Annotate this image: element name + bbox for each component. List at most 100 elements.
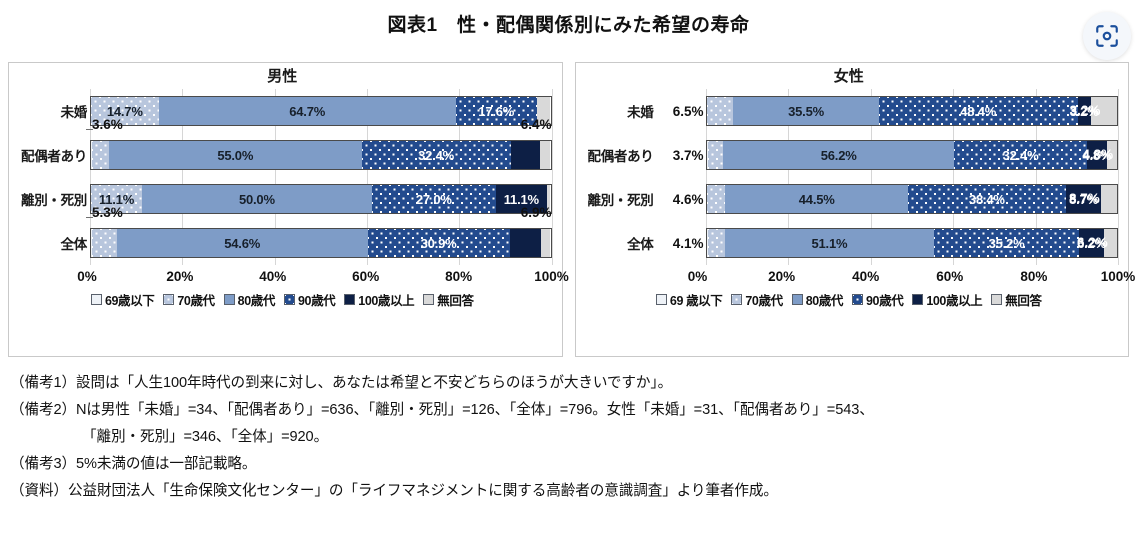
bar-segment[interactable]: 32.4% [954, 141, 1088, 169]
legend-item[interactable]: 80歳代 [223, 290, 275, 309]
axis-tick-label: 40% [852, 269, 880, 284]
legend-item[interactable]: 100歳以上 [912, 290, 983, 309]
legend-male: 69歳以下 70歳代 80歳代 90歳代 100歳以上 無回答 [13, 290, 552, 309]
bar-track: 55.0% 32.4% 3.6% 6.4% [86, 117, 553, 177]
segment-value-label: 6.2% [1077, 235, 1108, 250]
bar-segment[interactable] [1101, 185, 1117, 213]
legend-item[interactable]: 69 歳以下 [655, 290, 723, 309]
leader-line [86, 217, 93, 218]
chart-title-male: 男性 [267, 68, 298, 85]
bar-track: 8.7% 44.5% 38.4% 8.7% [705, 177, 1119, 221]
legend-swatch [90, 294, 102, 305]
bar-segment[interactable]: 6.2% [1077, 229, 1106, 257]
bar-segment[interactable]: 51.1% [724, 229, 935, 257]
bar-segment[interactable]: 11.1% [495, 185, 547, 213]
stacked-bar[interactable]: 54.6% 30.9% [90, 228, 552, 258]
charts-container: 男性 未婚 14.7% 64.7% 17.6% 配偶者あり 55.0% 32.4% 3.6% 6… [8, 62, 1135, 357]
bar-segment[interactable]: 56.2% [723, 141, 955, 169]
segment-outside-label: 4.1% [672, 235, 704, 251]
bar-segment[interactable]: 17.6% [455, 97, 537, 125]
legend-item[interactable]: 90歳代 [852, 290, 904, 309]
stacked-bar[interactable]: 35.5% 48.4% 3.2% [705, 96, 1118, 126]
legend-swatch [423, 294, 435, 305]
stacked-bar[interactable]: 14.7% 64.7% 17.6% [90, 96, 552, 126]
bar-segment[interactable] [1106, 141, 1117, 169]
bar-row: 未婚 6.5% 3.2% 35.5% 48.4% 3.2% [580, 89, 1119, 133]
legend-item[interactable]: 70歳代 [731, 290, 783, 309]
bar-segment[interactable] [509, 229, 542, 257]
legend-item[interactable]: 69歳以下 [90, 290, 155, 309]
chart-panel-male: 男性 未婚 14.7% 64.7% 17.6% 配偶者あり 55.0% 32.4% 3.6% 6… [8, 62, 569, 357]
bar-segment[interactable] [91, 141, 93, 169]
note-line: 「離別・死別」=346、「全体」=920。 [82, 429, 329, 445]
legend-label: 90歳代 [866, 294, 904, 308]
segment-value-label: 27.0% [415, 191, 452, 207]
stacked-bar[interactable]: 56.2% 32.4% 4.8% [705, 140, 1118, 170]
legend-swatch [791, 294, 803, 305]
bar-segment[interactable] [706, 141, 709, 169]
bar-row: 未婚 14.7% 64.7% 17.6% [13, 89, 553, 133]
bar-segment[interactable]: 3.2% [1070, 97, 1099, 125]
bar-segment[interactable] [539, 141, 551, 169]
bar-track: 4.8% 56.2% 32.4% 4.8% [705, 133, 1119, 177]
legend-label: 70歳代 [745, 294, 783, 308]
camera-screenshot-icon[interactable] [1083, 12, 1131, 60]
legend-item[interactable]: 無回答 [991, 290, 1042, 309]
segment-value-label: 4.8% [1082, 147, 1114, 162]
segment-value-label: 35.5% [788, 103, 824, 119]
bar-segment[interactable] [706, 229, 708, 257]
legend-item[interactable]: 90歳代 [283, 290, 336, 309]
category-label: 離別・死別 [587, 193, 654, 208]
bar-track: 3.2% 35.5% 48.4% 3.2% [705, 89, 1119, 133]
bar-segment[interactable] [706, 185, 726, 213]
plot-area-female: 未婚 6.5% 3.2% 35.5% 48.4% 3.2% 配偶者あり 3.7% 4.8% 56.… [580, 89, 1135, 309]
legend-item[interactable]: 100歳以上 [344, 290, 415, 309]
segment-outside-label: 4.6% [672, 191, 704, 207]
bar-segment[interactable]: 35.2% [934, 229, 1079, 257]
bar-segment[interactable]: 38.4% [908, 185, 1066, 213]
legend-item[interactable]: 80歳代 [791, 290, 843, 309]
stacked-bar[interactable]: 51.1% 35.2% 6.2% [705, 228, 1118, 258]
segment-value-label: 50.0% [238, 191, 275, 207]
category-label: 未婚 [627, 105, 654, 120]
bar-segment[interactable] [510, 141, 540, 169]
bar-segment[interactable] [1090, 97, 1117, 125]
bar-segment[interactable]: 30.9% [367, 229, 510, 257]
bar-segment[interactable]: 44.5% [725, 185, 909, 213]
bar-segment[interactable] [536, 97, 551, 125]
bar-segment[interactable] [92, 141, 109, 169]
legend-label: 90歳代 [297, 294, 336, 308]
legend-label: 無回答 [437, 294, 474, 308]
bar-segment[interactable]: 32.4% [361, 141, 511, 169]
bar-segment[interactable] [1104, 229, 1117, 257]
legend-item[interactable]: 無回答 [423, 290, 474, 309]
bar-segment[interactable]: 27.0% [371, 185, 496, 213]
bar-segment[interactable] [92, 229, 117, 257]
bar-segment[interactable]: 64.7% [158, 97, 456, 125]
bar-segment[interactable] [91, 229, 93, 257]
bar-segment[interactable] [541, 229, 551, 257]
stacked-bar[interactable]: 44.5% 38.4% 8.7% [705, 184, 1118, 214]
bar-segment[interactable]: 55.0% [108, 141, 362, 169]
bar-segment[interactable]: 4.8% [1082, 141, 1111, 169]
legend-label: 無回答 [1005, 294, 1042, 308]
bar-segment[interactable]: 8.7% [1065, 185, 1102, 213]
bar-segment[interactable]: 14.7% [91, 97, 159, 125]
bar-segment[interactable] [706, 97, 734, 125]
bar-segment[interactable] [708, 141, 724, 169]
gridline [1118, 177, 1119, 221]
bar-segment[interactable]: 11.1% [91, 185, 142, 213]
note-line: （備考2）Nは男性「未婚」=34、「配偶者あり」=636、「離別・死別」=126… [10, 402, 874, 418]
bar-segment[interactable] [546, 185, 551, 213]
bar-segment[interactable]: 50.0% [142, 185, 372, 213]
segment-value-label: 32.4% [1002, 147, 1039, 163]
legend-item[interactable]: 70歳代 [163, 290, 215, 309]
stacked-bar[interactable]: 11.1% 50.0% 27.0% 11.1% [90, 184, 552, 214]
stacked-bar[interactable]: 55.0% 32.4% [90, 140, 552, 170]
bar-segment[interactable]: 48.4% [878, 97, 1078, 125]
bar-segment[interactable] [707, 229, 725, 257]
bar-segment[interactable]: 54.6% [116, 229, 368, 257]
segment-value-label: 51.1% [811, 235, 848, 251]
segment-outside-label: 6.5% [672, 103, 704, 119]
bar-segment[interactable]: 35.5% [733, 97, 879, 125]
